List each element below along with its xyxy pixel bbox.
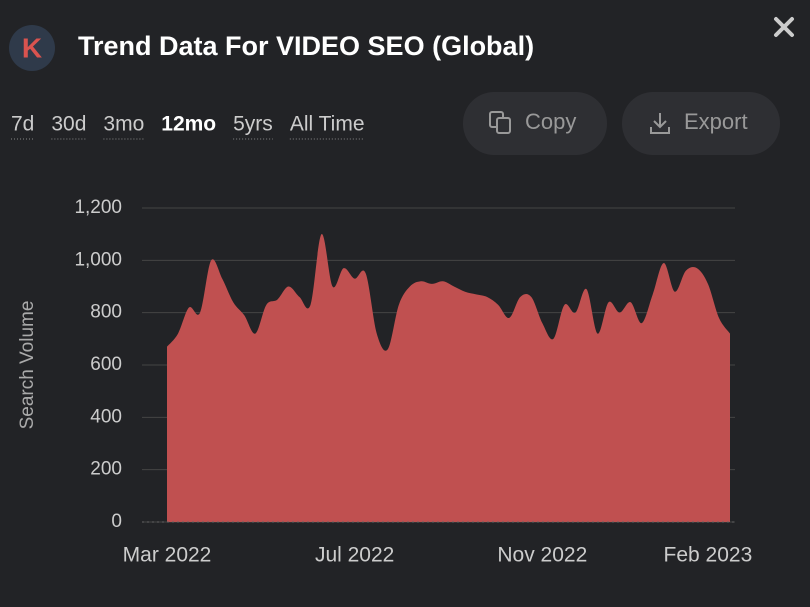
- y-tick-label: 1,000: [74, 249, 122, 270]
- area: [167, 234, 730, 522]
- title: Trend Data For VIDEO SEO (Global): [78, 31, 534, 61]
- x-tick-label: Nov 2022: [497, 544, 587, 567]
- x-tick-label: Mar 2022: [123, 544, 212, 567]
- logo-letter: K: [22, 32, 42, 63]
- logo: [9, 25, 55, 71]
- range-tab[interactable]: 5yrs: [233, 113, 273, 136]
- y-tick-label: 0: [111, 511, 122, 532]
- y-tick-label: 600: [90, 354, 122, 375]
- y-tick-label: 400: [90, 406, 122, 427]
- range-tab[interactable]: 30d: [51, 113, 86, 136]
- range-tab[interactable]: All Time: [290, 113, 365, 136]
- close-icon[interactable]: [774, 17, 794, 37]
- export-label: Export: [684, 109, 748, 134]
- copy-icon: [489, 111, 511, 134]
- export-icon: [650, 113, 670, 134]
- y-tick-label: 200: [90, 459, 122, 480]
- y-tick-label: 800: [90, 302, 122, 323]
- range-tab[interactable]: 12mo: [161, 113, 216, 136]
- export-button[interactable]: [622, 92, 780, 155]
- x-tick-label: Feb 2023: [664, 544, 753, 567]
- y-tick-label: 1,200: [74, 197, 122, 218]
- x-tick-label: Jul 2022: [315, 544, 394, 567]
- y-axis-label: Search Volume: [17, 301, 38, 430]
- copy-label: Copy: [525, 109, 576, 134]
- range-tab[interactable]: 3mo: [103, 113, 144, 136]
- range-tab[interactable]: 7d: [11, 113, 34, 136]
- copy-button[interactable]: [463, 92, 607, 155]
